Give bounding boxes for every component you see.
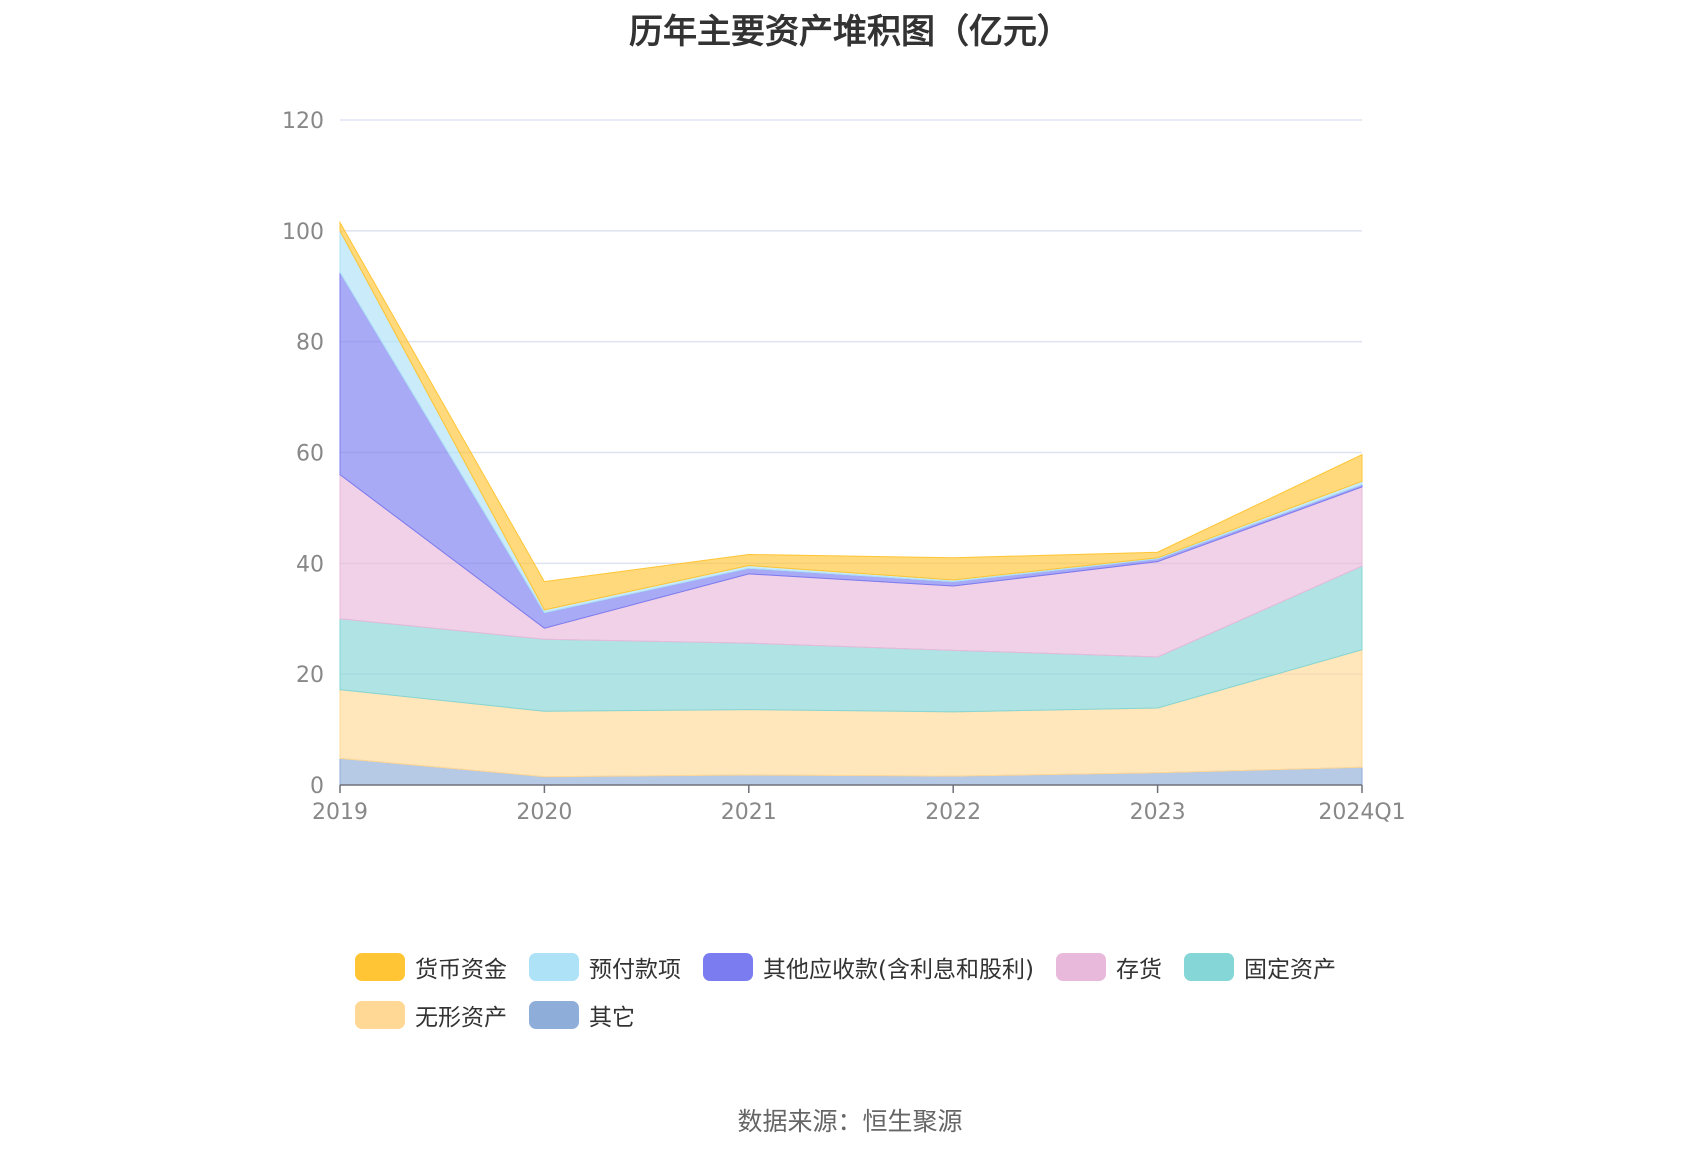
y-tick-label: 80 xyxy=(296,331,324,356)
legend-swatch xyxy=(355,1001,405,1029)
y-tick-label: 100 xyxy=(282,220,324,245)
legend-swatch xyxy=(355,953,405,981)
legend-label: 其他应收款(含利息和股利) xyxy=(763,957,1034,983)
x-tick-label: 2023 xyxy=(1130,800,1186,825)
x-tick-label: 2020 xyxy=(516,800,572,825)
chart-plot: 0 20 40 60 80 100 120 2019 2020 2021 2022 2023 2024… xyxy=(282,109,1406,825)
legend-label: 固定资产 xyxy=(1243,957,1336,983)
y-tick-label: 40 xyxy=(296,552,324,577)
x-tick-label: 2019 xyxy=(312,800,368,825)
y-tick-label: 120 xyxy=(282,109,324,134)
y-tick-label: 60 xyxy=(296,442,324,467)
area-货币资金 xyxy=(339,220,1363,611)
chart-title: 历年主要资产堆积图（亿元） xyxy=(629,12,1071,52)
legend-label: 无形资产 xyxy=(415,1005,507,1031)
legend-label: 存货 xyxy=(1115,957,1162,983)
legend-swatch xyxy=(703,953,753,981)
legend-item[interactable]: 其它 xyxy=(529,998,635,1032)
source-note: 数据来源：恒生聚源 xyxy=(737,1107,963,1136)
area-series xyxy=(339,220,1363,786)
legend-label: 货币资金 xyxy=(415,957,507,983)
legend-item[interactable]: 无形资产 xyxy=(355,998,507,1032)
legend-item[interactable]: 固定资产 xyxy=(1183,950,1336,984)
y-tick-label: 20 xyxy=(296,663,324,688)
x-tick-label: 2022 xyxy=(925,800,981,825)
legend-item[interactable]: 货币资金 xyxy=(355,950,507,984)
legend-label: 其它 xyxy=(589,1005,635,1031)
legend-swatch xyxy=(529,953,579,981)
x-tick-label: 2021 xyxy=(721,800,777,825)
legend-item[interactable]: 其他应收款(含利息和股利) xyxy=(703,950,1034,984)
legend-label: 预付款项 xyxy=(589,957,681,983)
axes: 2019 2020 2021 2022 2023 2024Q1 xyxy=(312,784,1406,825)
legend-swatch xyxy=(1055,953,1106,981)
y-tick-label: 0 xyxy=(310,774,324,799)
x-tick-label: 2024Q1 xyxy=(1318,800,1405,825)
legend-swatch xyxy=(529,1001,579,1029)
legend: 货币资金 预付款项 其他应收款(含利息和股利) 存货 固定资产无形资产 其它 xyxy=(355,950,1395,1046)
legend-swatch xyxy=(1183,953,1234,981)
legend-item[interactable]: 存货 xyxy=(1055,950,1162,984)
legend-item[interactable]: 预付款项 xyxy=(529,950,681,984)
